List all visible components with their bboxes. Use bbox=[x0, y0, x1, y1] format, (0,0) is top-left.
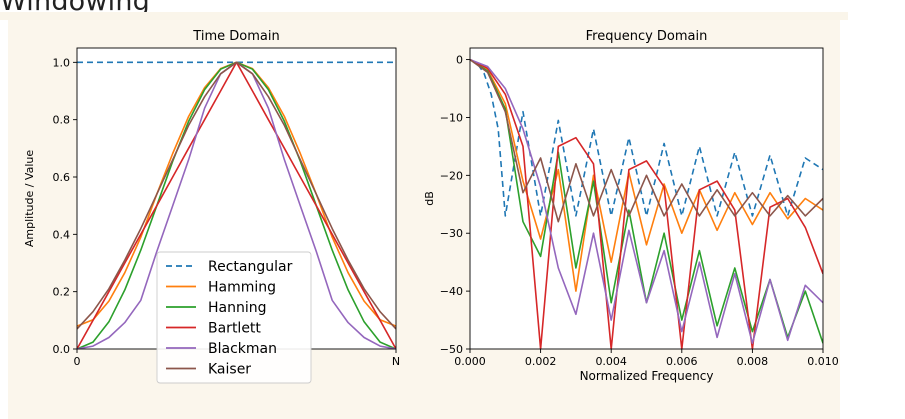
freq-xlabel: Normalized Frequency bbox=[580, 369, 714, 383]
legend-label-hamming: Hamming bbox=[208, 280, 276, 296]
freq-xtick-label: 0.006 bbox=[666, 355, 698, 368]
freq-series-bartlett bbox=[470, 58, 823, 349]
freq-ytick-label: −40 bbox=[440, 285, 463, 298]
time-xtick-label: N bbox=[392, 355, 400, 368]
freq-axes-frame bbox=[469, 47, 824, 350]
time-ytick-label: 1.0 bbox=[53, 56, 71, 69]
time-ylabel: Amplitude / Value bbox=[23, 150, 36, 248]
freq-ytick-label: 0 bbox=[456, 54, 463, 67]
freq-xtick-label: 0.010 bbox=[807, 355, 839, 368]
legend-label-blackman: Blackman bbox=[208, 341, 277, 357]
freq-xtick-label: 0.002 bbox=[525, 355, 557, 368]
time-ytick-label: 0.8 bbox=[53, 114, 71, 127]
legend-box bbox=[156, 251, 312, 384]
title-band bbox=[0, 12, 848, 20]
time-chart-title: Time Domain bbox=[192, 29, 279, 44]
figure-panel: 0.0 0.2 0.4 0.6 0.8 1.0 0 N Time Domain Amplitude… bbox=[8, 20, 840, 419]
time-ytick-label: 0.6 bbox=[53, 171, 71, 184]
freq-series-kaiser bbox=[470, 58, 823, 223]
legend-label-hanning: Hanning bbox=[208, 300, 267, 316]
freq-series-hamming bbox=[470, 58, 823, 292]
freq-ytick-label: −10 bbox=[440, 111, 463, 124]
legend-label-kaiser: Kaiser bbox=[208, 362, 251, 378]
legend-label-rectangular: Rectangular bbox=[208, 259, 293, 275]
time-ytick-label: 0.0 bbox=[53, 343, 71, 356]
legend-label-bartlett: Bartlett bbox=[208, 321, 261, 337]
time-series-kaiser bbox=[77, 61, 396, 330]
freq-axes-background bbox=[470, 48, 823, 349]
freq-xtick-label: 0.004 bbox=[595, 355, 627, 368]
freq-ylabel: dB bbox=[423, 191, 436, 206]
freq-series-blackman bbox=[470, 58, 823, 345]
windowing-figure: 0.0 0.2 0.4 0.6 0.8 1.0 0 N Time Domain Amplitude… bbox=[8, 20, 840, 419]
freq-chart-title: Frequency Domain bbox=[586, 29, 708, 44]
time-xtick-label: 0 bbox=[74, 355, 81, 368]
time-ytick-label: 0.4 bbox=[53, 228, 71, 241]
freq-ytick-label: −30 bbox=[440, 227, 463, 240]
freq-ytick-label: −20 bbox=[440, 169, 463, 182]
freq-series-rectangular bbox=[470, 58, 823, 217]
freq-ytick-label: −50 bbox=[440, 343, 463, 356]
freq-xtick-label: 0.000 bbox=[454, 355, 486, 368]
freq-xtick-label: 0.008 bbox=[737, 355, 769, 368]
time-ytick-label: 0.2 bbox=[53, 286, 71, 299]
